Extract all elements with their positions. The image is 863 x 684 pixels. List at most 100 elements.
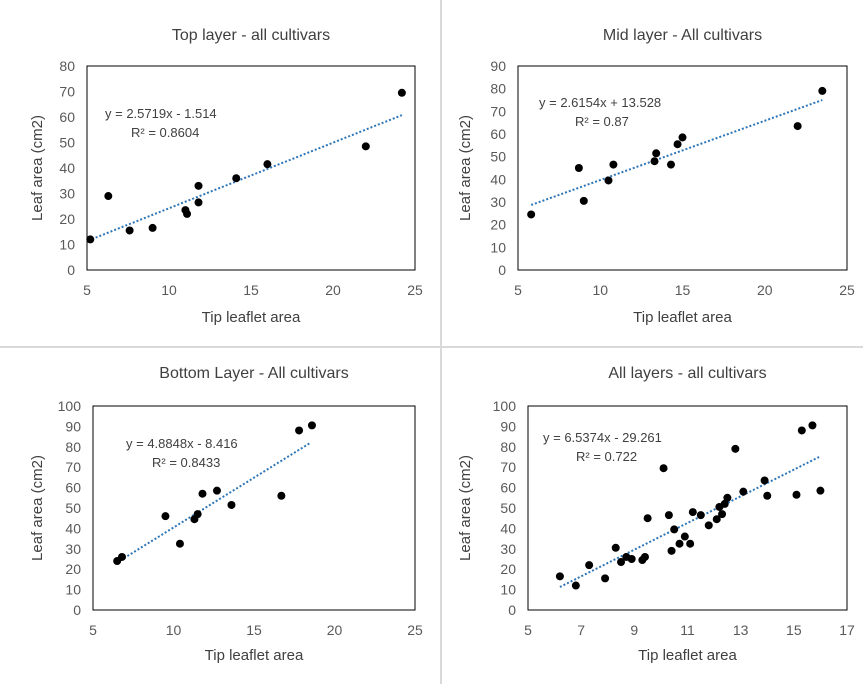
data-point <box>277 491 286 500</box>
data-point <box>527 210 536 219</box>
x-tick-label: 15 <box>675 282 691 298</box>
plot-area <box>92 405 416 611</box>
data-point <box>704 521 713 530</box>
y-tick-label: 80 <box>490 81 506 97</box>
data-point <box>664 511 673 520</box>
x-tick-label: 17 <box>839 622 855 638</box>
data-point <box>670 525 679 534</box>
x-tick-label: 15 <box>786 622 802 638</box>
data-point <box>643 514 652 523</box>
data-point <box>232 174 241 183</box>
y-tick-label: 60 <box>59 109 75 125</box>
trendline-equation: y = 6.5374x - 29.261 <box>543 430 662 445</box>
x-tick-label: 15 <box>246 622 262 638</box>
trendline-equation: y = 2.5719x - 1.514 <box>105 106 217 121</box>
y-tick-label: 20 <box>490 217 506 233</box>
x-tick-label: 20 <box>327 622 343 638</box>
data-point <box>731 444 740 453</box>
data-point <box>397 88 406 97</box>
x-tick-label: 20 <box>757 282 773 298</box>
data-point <box>640 552 649 561</box>
r-squared-label: R² = 0.8604 <box>131 125 199 140</box>
y-tick-label: 10 <box>59 237 75 253</box>
chart-title: All layers - all cultivars <box>608 365 766 382</box>
data-point <box>675 539 684 548</box>
x-tick-label: 20 <box>325 282 341 298</box>
y-tick-label: 60 <box>490 126 506 142</box>
data-point <box>627 555 636 563</box>
y-tick-label: 40 <box>59 160 75 176</box>
x-axis-label: Tip leaflet area <box>202 309 301 326</box>
data-point <box>585 561 594 570</box>
mid-layer-chart: Mid layer - All cultivars 5 10 15 20 25 0 10 20 3… <box>457 27 855 326</box>
data-point <box>227 500 236 509</box>
data-point <box>193 510 202 519</box>
y-tick-label: 40 <box>500 520 516 536</box>
x-tick-label: 5 <box>514 282 522 298</box>
top-layer-chart: Top layer - all cultivars 5 10 15 20 25 0 10 20 3… <box>29 27 423 326</box>
chart-panel-top-layer: Top layer - all cultivars 5 10 15 20 25 0 10 20 3… <box>0 0 440 346</box>
data-point <box>295 426 304 435</box>
x-tick-label: 5 <box>83 282 91 298</box>
data-point <box>194 181 203 190</box>
y-tick-label: 90 <box>500 418 516 434</box>
vertical-divider <box>440 0 442 684</box>
x-tick-label: 5 <box>524 622 532 638</box>
y-tick-label: 10 <box>500 582 516 598</box>
data-point <box>117 552 126 561</box>
x-tick-label: 9 <box>630 622 638 638</box>
data-point <box>212 486 221 495</box>
y-tick-label: 50 <box>500 500 516 516</box>
y-axis-label: Leaf area (cm2) <box>457 115 474 221</box>
y-axis-label: Leaf area (cm2) <box>457 455 474 561</box>
y-axis-label: Leaf area (cm2) <box>29 115 46 221</box>
data-point <box>263 160 272 169</box>
y-tick-label: 90 <box>490 58 506 74</box>
y-tick-label: 70 <box>490 103 506 119</box>
plot-area <box>86 65 416 271</box>
data-point <box>604 176 613 185</box>
data-point <box>666 160 675 169</box>
bottom-layer-chart: Bottom Layer - All cultivars 5 10 15 20 25 0 10… <box>29 365 423 664</box>
x-tick-label: 15 <box>243 282 259 298</box>
data-point <box>307 421 316 430</box>
data-point <box>609 160 618 169</box>
trendline-equation: y = 2.6154x + 13.528 <box>539 95 661 110</box>
data-point <box>611 543 620 552</box>
r-squared-label: R² = 0.87 <box>575 114 629 129</box>
y-tick-label: 0 <box>73 602 81 618</box>
data-point <box>696 511 705 520</box>
x-tick-label: 25 <box>407 622 423 638</box>
data-point <box>194 198 203 207</box>
y-tick-label: 80 <box>500 439 516 455</box>
data-point <box>175 539 184 548</box>
data-point <box>650 157 659 166</box>
data-point <box>763 491 772 500</box>
data-point <box>579 196 588 205</box>
y-tick-label: 60 <box>65 480 81 496</box>
data-point <box>818 86 827 95</box>
trendline-equation: y = 4.8848x - 8.416 <box>126 436 238 451</box>
y-tick-label: 100 <box>493 398 517 414</box>
y-tick-label: 60 <box>500 480 516 496</box>
data-point <box>652 149 661 158</box>
y-tick-label: 20 <box>59 211 75 227</box>
y-tick-label: 30 <box>490 194 506 210</box>
data-point <box>678 133 687 142</box>
data-point <box>680 532 689 541</box>
y-axis-label: Leaf area (cm2) <box>29 455 46 561</box>
data-point <box>686 539 695 548</box>
chart-title: Top layer - all cultivars <box>172 27 330 44</box>
data-point <box>739 487 748 496</box>
data-point <box>361 142 370 151</box>
x-tick-label: 10 <box>161 282 177 298</box>
data-point <box>760 476 769 485</box>
y-tick-label: 70 <box>59 84 75 100</box>
x-tick-label: 10 <box>592 282 608 298</box>
data-point <box>571 581 580 590</box>
data-point <box>601 574 610 583</box>
y-tick-label: 0 <box>498 262 506 278</box>
data-point <box>659 464 668 473</box>
y-tick-label: 50 <box>65 500 81 516</box>
